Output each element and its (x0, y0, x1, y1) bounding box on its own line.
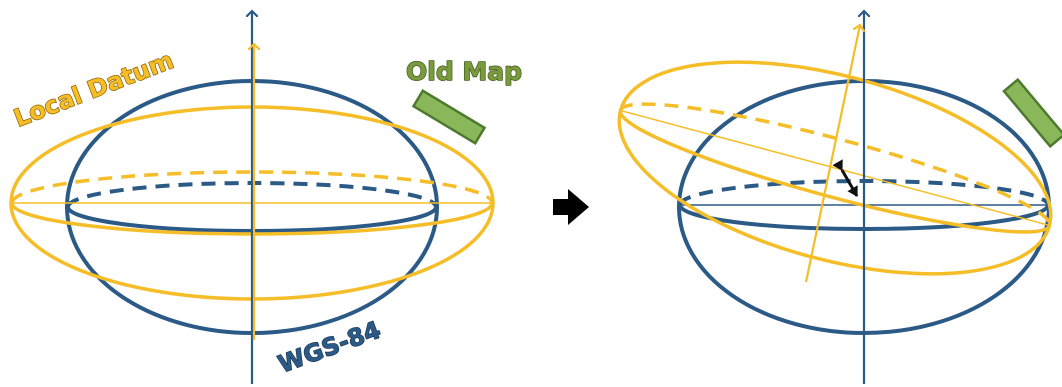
old-map-rectangle-right (1002, 77, 1062, 149)
double-arrow-icon (832, 159, 859, 197)
wgs84-label: WGS-84 (274, 316, 384, 379)
right-arrow-icon (553, 189, 589, 225)
left-panel: Local Datum Old Map WGS-84 (9, 11, 523, 384)
local-datum-equator-back (10, 170, 494, 204)
old-map-label: Old Map (406, 57, 522, 86)
local-datum-label: Local Datum (10, 46, 177, 133)
local-datum-equator-front-right (618, 110, 1052, 234)
local-datum-polar-axis-right (804, 25, 860, 283)
local-datum-axis-horizontal-right (620, 109, 1050, 227)
right-panel (617, 11, 1062, 384)
old-map-rectangle (411, 89, 487, 145)
local-datum-equator-back-right (618, 102, 1052, 226)
